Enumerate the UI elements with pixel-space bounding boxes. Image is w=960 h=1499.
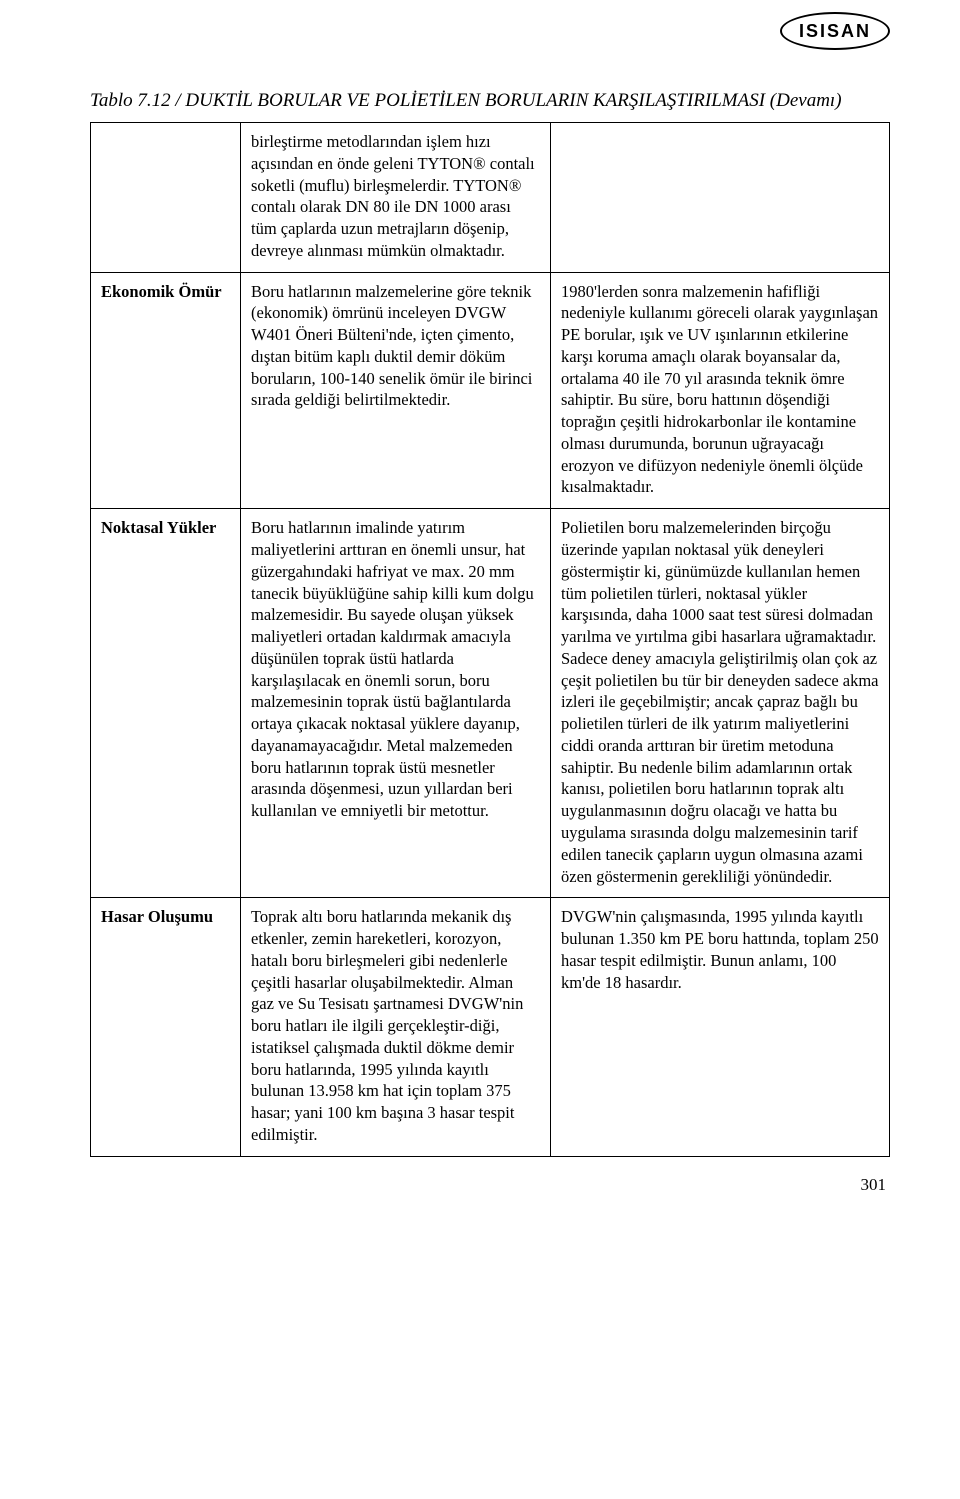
row-label: Hasar Oluşumu [91, 898, 241, 1156]
intro-label-cell [91, 123, 241, 273]
row-col2: Toprak altı boru hatlarında mekanik dış … [241, 898, 551, 1156]
comparison-table: birleştirme metodlarından işlem hızı açı… [90, 122, 890, 1157]
page-number: 301 [90, 1175, 890, 1195]
table-row: Ekonomik Ömür Boru hatlarının malzemeler… [91, 272, 890, 509]
table-row: Noktasal Yükler Boru hatlarının imalinde… [91, 509, 890, 898]
document-page: ISISAN Tablo 7.12 / DUKTİL BORULAR VE PO… [0, 0, 960, 1235]
row-col2: Boru hatlarının malzemelerine göre tekni… [241, 272, 551, 509]
row-col3: Polietilen boru malzemelerinden birçoğu … [551, 509, 890, 898]
row-col3: DVGW'nin çalışmasında, 1995 yılında kayı… [551, 898, 890, 1156]
brand-logo: ISISAN [780, 12, 890, 50]
table-title: Tablo 7.12 / DUKTİL BORULAR VE POLİETİLE… [90, 90, 890, 112]
intro-col2-cell: birleştirme metodlarından işlem hızı açı… [241, 123, 551, 273]
table-row-intro: birleştirme metodlarından işlem hızı açı… [91, 123, 890, 273]
row-label: Noktasal Yükler [91, 509, 241, 898]
row-col2: Boru hatlarının imalinde yatırım maliyet… [241, 509, 551, 898]
brand-logo-wrap: ISISAN [780, 12, 890, 50]
row-col3: 1980'lerden sonra malzemenin hafifliği n… [551, 272, 890, 509]
intro-col3-cell [551, 123, 890, 273]
row-label: Ekonomik Ömür [91, 272, 241, 509]
table-row: Hasar Oluşumu Toprak altı boru hatlarınd… [91, 898, 890, 1156]
